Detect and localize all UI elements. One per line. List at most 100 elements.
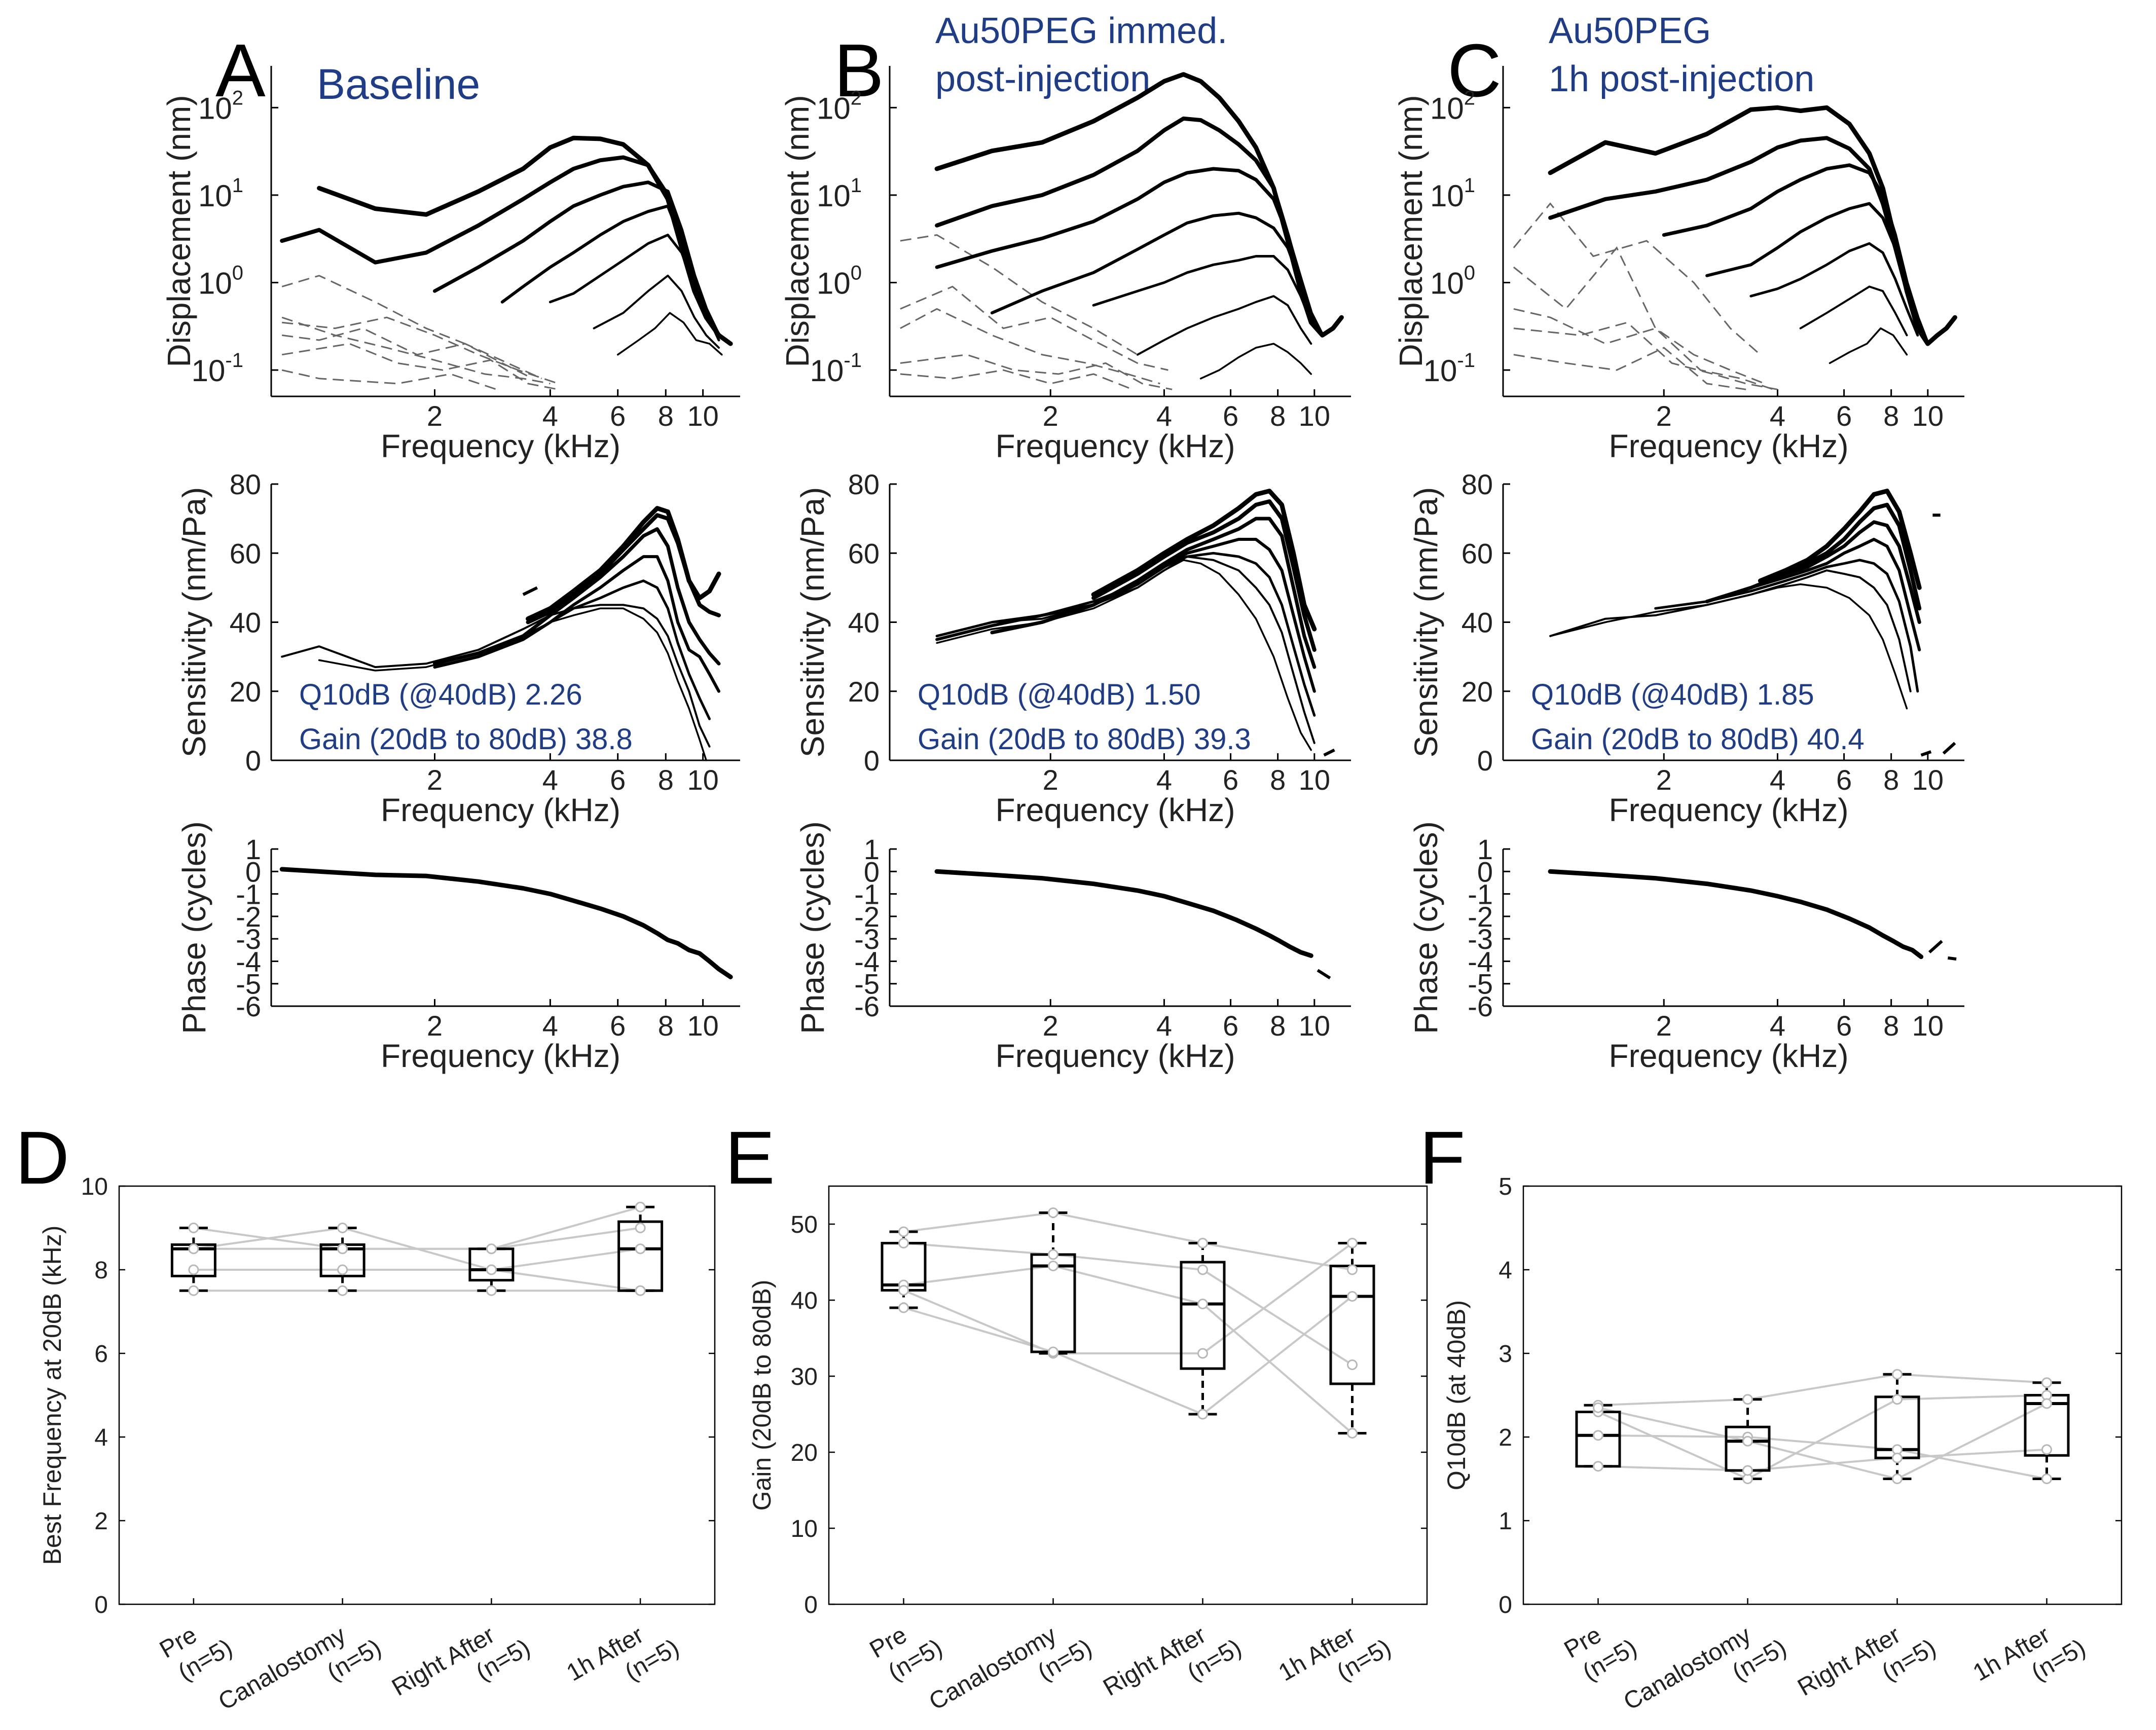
subject-point [2041, 1444, 2052, 1455]
y-tick-label: 40 [1461, 607, 1493, 639]
subject-point [1048, 1207, 1058, 1218]
noise-floor-line [900, 369, 1133, 390]
series-line-80db [318, 607, 707, 761]
y-axis-label: Q10dB (at 40dB) [1442, 1300, 1471, 1490]
noise-floor-line [281, 316, 551, 385]
series-line-phase [1548, 869, 1924, 960]
x-axis-label: Frequency (kHz) [996, 428, 1235, 464]
y-tick-label: -6 [236, 990, 261, 1022]
series-line-50db [1705, 202, 1929, 346]
series-line-50db [500, 204, 720, 337]
subject-line [1598, 1403, 2048, 1480]
subject-point [1048, 1249, 1058, 1260]
series-line-20db [526, 506, 721, 621]
y-tick-label: -5 [854, 968, 880, 1000]
series-line-40db [1749, 242, 1919, 337]
subject-point [1347, 1359, 1358, 1370]
y-tick-label: -1 [1468, 878, 1493, 910]
x-tick-label: 8 [1270, 400, 1286, 432]
y-tick-label: 0 [864, 856, 880, 888]
y-axis-label: Gain (20dB to 80dB) [748, 1280, 776, 1511]
y-tick-label: 3 [1499, 1341, 1512, 1368]
subject-point [1593, 1461, 1603, 1472]
y-tick-label: 4 [94, 1424, 108, 1451]
subject-point [1347, 1238, 1358, 1248]
plot-frame [828, 1185, 1428, 1605]
x-tick-label: 2 [1043, 1010, 1058, 1042]
x-tick-label: 2 [427, 400, 443, 432]
subject-point [1892, 1474, 1903, 1484]
y-axis-label: Phase (cycles) [176, 821, 212, 1034]
annotation-text: Gain (20dB to 80dB) 38.8 [299, 723, 633, 756]
x-axis-label: Frequency (kHz) [1609, 428, 1849, 464]
noise-floor-line [1513, 347, 1746, 390]
y-axis-label: Phase (cycles) [794, 821, 831, 1034]
x-tick-label: 4 [1770, 400, 1785, 432]
series-line-30db [1758, 502, 1922, 611]
panel-title: Au50PEG immed. [935, 11, 1227, 51]
subject-point [1892, 1369, 1903, 1380]
series-fragment [1928, 940, 1943, 953]
x-tick-label: 10 [687, 1010, 718, 1042]
y-tick-label: 8 [94, 1257, 108, 1284]
y-axis-label: Sensitivity (nm/Pa) [1408, 487, 1444, 757]
y-tick-label: 0 [864, 745, 880, 777]
y-tick-label: 5 [1499, 1173, 1512, 1200]
series-line-40db [433, 527, 721, 666]
series-line-40db [1092, 255, 1312, 324]
x-tick-label: 6 [610, 400, 626, 432]
y-tick-label: 1 [1477, 833, 1493, 865]
y-axis-label: Sensitivity (nm/Pa) [176, 487, 212, 757]
panel-title: 1h post-injection [1549, 59, 1814, 99]
y-tick-label: -6 [1468, 990, 1493, 1022]
subject-point [337, 1264, 348, 1275]
y-tick-label: 60 [230, 537, 261, 569]
y-axis-label: Phase (cycles) [1408, 821, 1444, 1034]
x-tick-label: 6 [1836, 400, 1852, 432]
subject-point [1742, 1465, 1753, 1476]
series-line-40db [549, 234, 720, 342]
noise-floor-line [282, 316, 559, 385]
series-line-80db [317, 135, 733, 346]
y-tick-label: 1 [245, 833, 261, 865]
y-axis-label: Displacement (nm) [779, 95, 816, 367]
series-line-30db [526, 513, 721, 624]
x-tick-label: 2 [1656, 1010, 1672, 1042]
noise-floor-line [281, 369, 497, 390]
x-axis-label: Frequency (kHz) [1609, 792, 1849, 828]
y-tick-label: 10 [791, 1516, 818, 1542]
y-tick-label: -3 [1468, 923, 1493, 955]
subject-line [1597, 1394, 2047, 1480]
y-tick-label: -4 [236, 945, 261, 977]
subject-point [1197, 1299, 1208, 1309]
subplot-sensitivity: 2 4 6 8 10 Frequency (kHz) 0 20 40 60 80 Sensitivit… [176, 468, 740, 828]
y-tick-label: -2 [854, 901, 880, 933]
series-line-50db [990, 211, 1324, 337]
y-tick-label: 0 [94, 1592, 108, 1618]
x-tick-label: 4 [1156, 764, 1172, 796]
x-tick-label: 8 [1883, 1010, 1899, 1042]
subject-point [188, 1223, 199, 1233]
y-tick-label: -2 [236, 901, 261, 933]
subject-line [903, 1265, 1353, 1434]
y-tick-label: 0 [245, 856, 261, 888]
y-tick-label: 2 [1499, 1424, 1512, 1451]
annotation-text: Q10dB (@40dB) 2.26 [299, 678, 582, 711]
x-tick-label: 10 [1299, 764, 1330, 796]
panel-title: Au50PEG [1549, 11, 1711, 51]
series-fragment [1317, 969, 1331, 980]
subject-point [188, 1243, 199, 1255]
subject-point [898, 1238, 909, 1248]
subject-line [193, 1269, 641, 1292]
y-tick-label: 0 [804, 1592, 818, 1618]
noise-floor-line [282, 327, 542, 380]
x-tick-label: 8 [658, 1010, 674, 1042]
y-tick-label: 6 [94, 1341, 108, 1368]
subplot-sensitivity: 2 4 6 8 10 Frequency (kHz) 0 20 40 60 80 Sensitivit… [794, 468, 1351, 828]
x-tick-label: 10 [1912, 1010, 1944, 1042]
y-axis-label: Best Frequency at 20dB (kHz) [38, 1226, 66, 1565]
subject-point [635, 1223, 646, 1233]
subplot-sensitivity: 2 4 6 8 10 Frequency (kHz) 0 20 40 60 80 Sensitivit… [1408, 468, 1964, 828]
subject-point [1347, 1291, 1358, 1302]
